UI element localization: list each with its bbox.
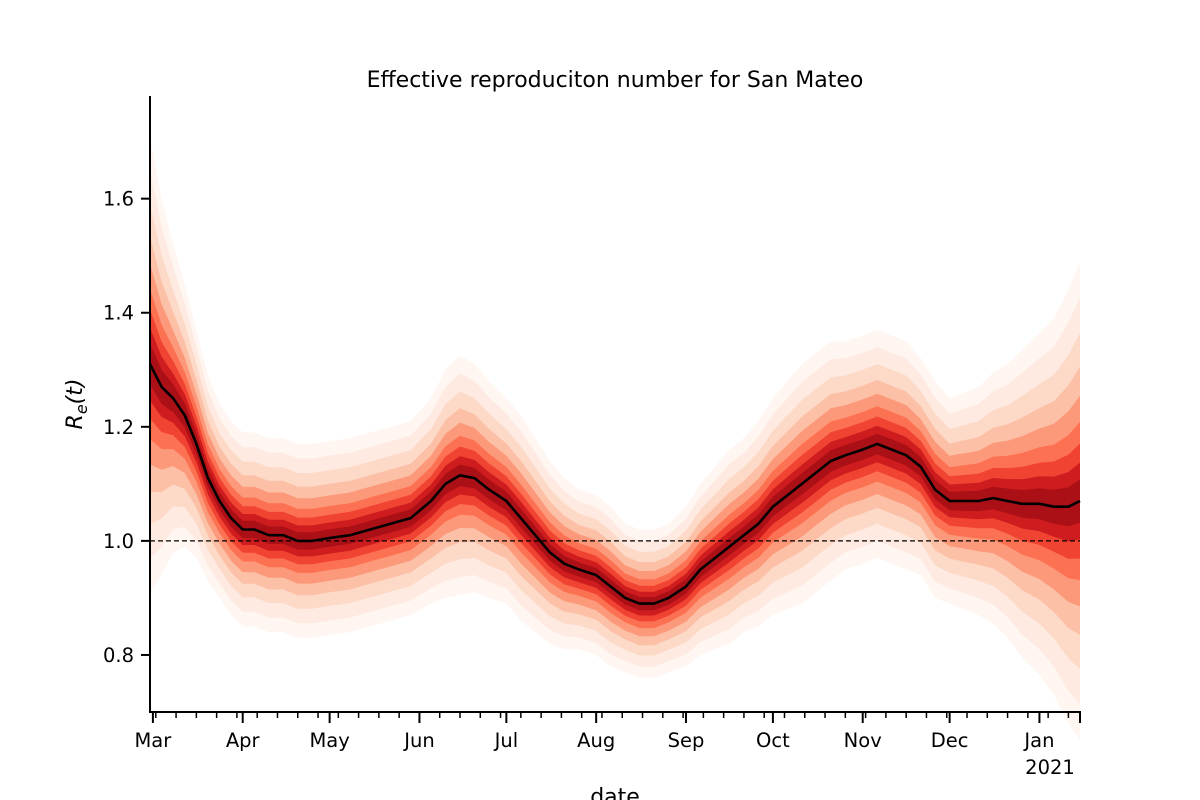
y-tick-label: 1.0 <box>103 530 134 553</box>
x-tick-label: May <box>309 729 349 752</box>
x-tick-label: Nov <box>844 729 882 752</box>
y-tick-label: 1.6 <box>103 188 134 211</box>
x-tick-label: Jul <box>493 729 519 752</box>
x-axis-label: date <box>590 785 640 800</box>
x-tick-label: Aug <box>577 729 615 752</box>
x-tick-label: Mar <box>134 729 172 752</box>
uncertainty-band <box>150 309 1080 622</box>
x-tick-label: Apr <box>226 729 261 752</box>
median-line <box>148 363 1081 605</box>
x-tick-label: Dec <box>931 729 969 752</box>
y-tick-label: 0.8 <box>103 644 134 667</box>
y-ticks: 0.8 1.0 1.2 1.4 1.6 <box>103 188 150 667</box>
x-year-label: 2021 <box>1025 756 1075 779</box>
x-ticks: Mar Apr May Jun Jul Aug Sep Oct Nov Dec Jan <box>134 712 1081 752</box>
x-tick-label: Oct <box>756 729 790 752</box>
x-tick-label: Sep <box>668 729 705 752</box>
x-tick-label: Jun <box>402 729 434 752</box>
x-tick-label: Jan <box>1022 729 1054 752</box>
chart-title: Effective reproduciton number for San Ma… <box>367 68 864 93</box>
y-tick-label: 1.2 <box>103 416 134 439</box>
y-tick-label: 1.4 <box>103 302 134 325</box>
uncertainty-bands <box>150 135 1080 741</box>
y-axis-label: Re(t) <box>63 379 91 430</box>
